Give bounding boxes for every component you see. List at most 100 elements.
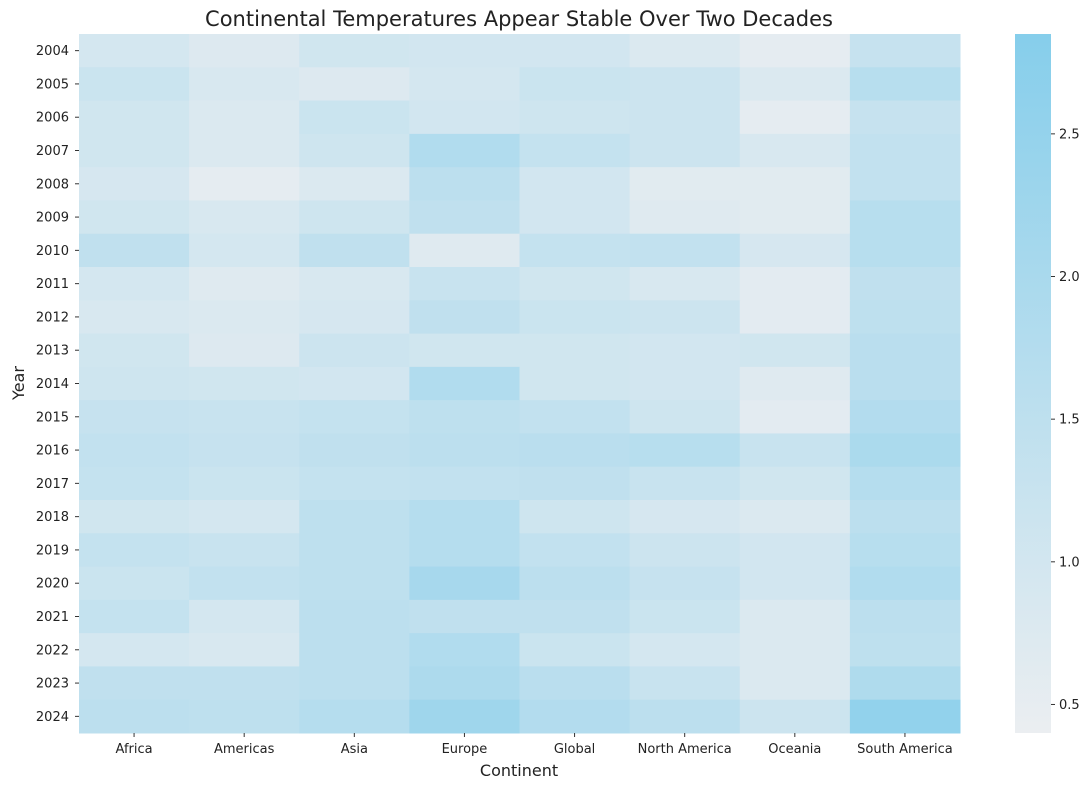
heatmap-cell: [629, 633, 741, 667]
heatmap-cell: [849, 200, 961, 235]
heatmap-cell: [849, 566, 961, 601]
heatmap-cell: [519, 34, 631, 68]
heatmap-cell: [189, 666, 300, 701]
y-tick-label: 2010: [36, 244, 69, 259]
heatmap-cell: [519, 699, 631, 734]
heatmap-cell: [629, 133, 741, 168]
heatmap-cell: [409, 34, 520, 68]
heatmap-cell: [299, 433, 410, 468]
heatmap-cell: [739, 666, 851, 701]
heatmap-cell: [79, 433, 190, 468]
heatmap-cell: [409, 400, 520, 434]
heatmap-cell: [189, 500, 300, 534]
y-tick-label: 2021: [36, 610, 69, 625]
heatmap-cell: [849, 466, 961, 501]
heatmap-cell: [849, 133, 961, 168]
y-axis-tick-labels: 2004 2005 2006 2007 2008 2009 2010 2011 2012 2013…: [36, 44, 79, 725]
y-tick-label: 2015: [36, 410, 69, 425]
heatmap-cell: [79, 699, 190, 734]
heatmap-cell: [519, 333, 631, 368]
y-tick-label: 2017: [36, 477, 69, 492]
heatmap-cell: [629, 500, 741, 534]
heatmap-cell: [79, 500, 190, 534]
heatmap-cell: [849, 333, 961, 368]
heatmap-cell: [629, 699, 741, 734]
heatmap-cell: [519, 167, 631, 201]
heatmap-cell: [519, 633, 631, 667]
heatmap-cell: [189, 566, 300, 601]
y-tick-label: 2006: [36, 111, 69, 126]
y-tick-label: 2005: [36, 77, 69, 92]
heatmap-cell: [739, 100, 851, 135]
heatmap-cell: [409, 533, 520, 568]
heatmap-cell: [299, 267, 410, 301]
heatmap-cell: [849, 699, 961, 734]
y-tick-label: 2024: [36, 710, 69, 725]
heatmap-cell: [739, 333, 851, 368]
heatmap-cell: [849, 633, 961, 667]
y-tick-label: 2022: [36, 643, 69, 658]
y-tick-label: 2014: [36, 377, 69, 392]
heatmap-cell: [79, 466, 190, 501]
heatmap-cell: [409, 366, 520, 401]
heatmap-cell: [739, 566, 851, 601]
heatmap-cell: [409, 333, 520, 368]
heatmap-cell: [409, 566, 520, 601]
heatmap-cell: [409, 433, 520, 468]
heatmap-cell: [409, 500, 520, 534]
heatmap-cell: [79, 133, 190, 168]
x-tick-label: South America: [857, 742, 953, 757]
heatmap-cell: [629, 366, 741, 401]
heatmap-cell: [519, 300, 631, 335]
heatmap-cell: [629, 599, 741, 634]
heatmap-cell: [189, 34, 300, 68]
heatmap-cell: [79, 67, 190, 102]
colorbar-tick-label: 0.5: [1059, 698, 1080, 713]
heatmap-cell: [739, 533, 851, 568]
heatmap-cell: [409, 133, 520, 168]
heatmap-cell: [299, 666, 410, 701]
y-tick-label: 2016: [36, 444, 69, 459]
x-tick-label: Europe: [442, 742, 488, 757]
heatmap-cell: [739, 366, 851, 401]
heatmap-cell: [629, 233, 741, 268]
heatmap-cell: [629, 666, 741, 701]
heatmap-cell: [739, 466, 851, 501]
heatmap-cell: [79, 666, 190, 701]
heatmap-cell: [519, 133, 631, 168]
heatmap-cell: [189, 400, 300, 434]
heatmap-cell: [629, 433, 741, 468]
heatmap-cell: [409, 666, 520, 701]
y-tick-label: 2012: [36, 310, 69, 325]
x-axis-label: Continent: [480, 761, 558, 780]
heatmap-cell: [79, 300, 190, 335]
x-axis-tick-labels: Africa Americas Asia Europe Global North Amer…: [116, 733, 953, 757]
heatmap-cell: [299, 100, 410, 135]
heatmap-cell: [629, 466, 741, 501]
heatmap-cell: [189, 466, 300, 501]
heatmap-cell: [79, 400, 190, 434]
heatmap-cell: [79, 200, 190, 235]
heatmap-cell: [299, 167, 410, 201]
heatmap-cell: [519, 533, 631, 568]
heatmap-cell: [299, 300, 410, 335]
heatmap-cell: [409, 167, 520, 201]
heatmap-cell: [739, 633, 851, 667]
y-tick-label: 2020: [36, 577, 69, 592]
heatmap-cell: [299, 566, 410, 601]
heatmap-cell: [519, 267, 631, 301]
heatmap-cell: [409, 699, 520, 734]
heatmap-cell: [299, 133, 410, 168]
colorbar-tick-label: 1.0: [1059, 555, 1080, 570]
heatmap-cell: [79, 533, 190, 568]
heatmap-cell: [519, 67, 631, 102]
heatmap-cell: [849, 599, 961, 634]
colorbar-tick-label: 1.5: [1059, 413, 1080, 428]
heatmap-cell: [629, 333, 741, 368]
heatmap-cell: [739, 400, 851, 434]
heatmap-cell: [299, 500, 410, 534]
heatmap-cell: [739, 133, 851, 168]
heatmap-cell: [79, 599, 190, 634]
x-tick-label: Asia: [341, 742, 368, 757]
heatmap-cell: [409, 466, 520, 501]
